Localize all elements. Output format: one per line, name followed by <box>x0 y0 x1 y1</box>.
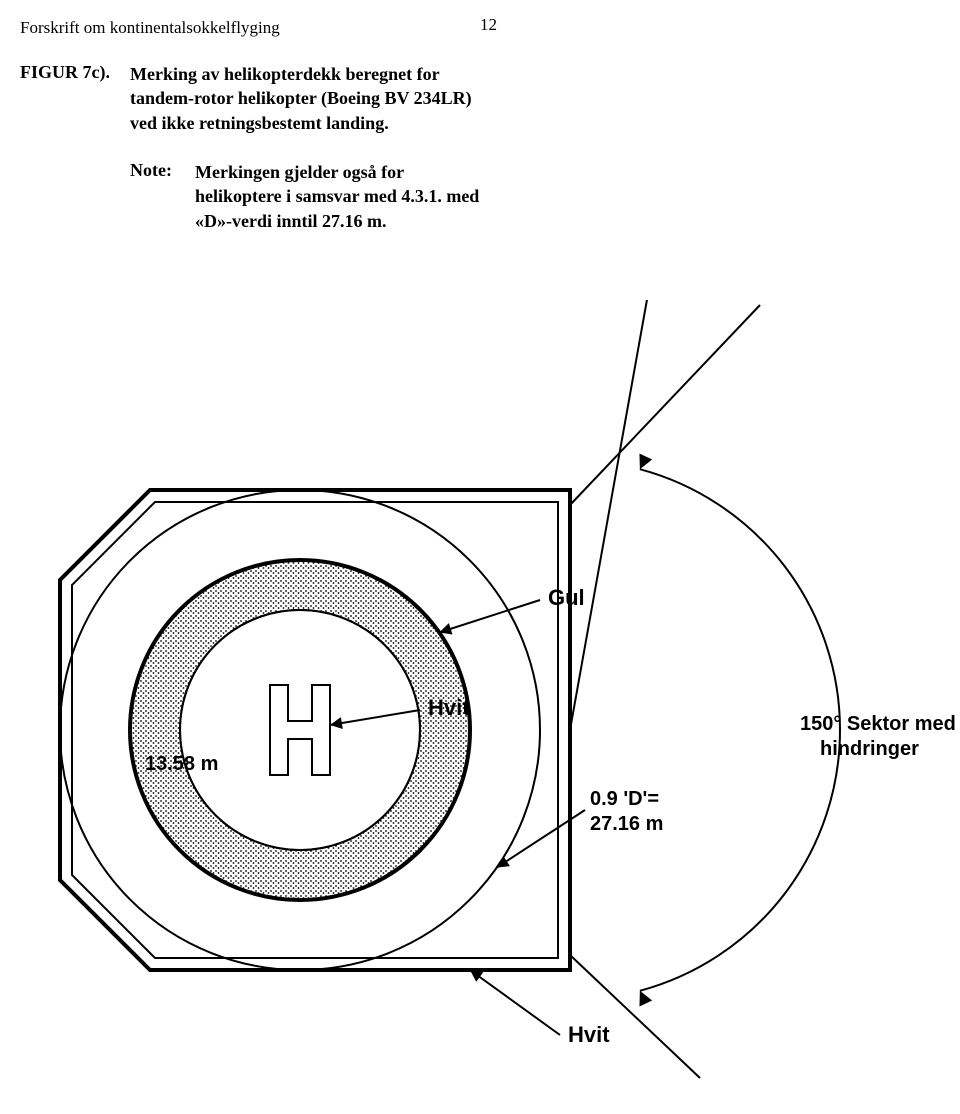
figure-label: FIGUR 7c). <box>20 62 110 83</box>
page: Forskrift om kontinentalsokkelflyging 12… <box>0 0 960 1114</box>
svg-text:hindringer: hindringer <box>820 738 919 760</box>
diagram-svg: Gul Hvit 13.58 m 0.9 'D'= 27.16 m Hvit 150° Se… <box>0 300 960 1080</box>
header-left-text: Forskrift om kontinentalsokkelflyging <box>20 18 280 38</box>
svg-text:Hvit: Hvit <box>568 1022 610 1047</box>
figure-desc-line1: Merking av helikopterdekk beregnet for <box>130 64 440 84</box>
svg-text:Hvit: Hvit <box>428 695 470 720</box>
figure-desc-line2: tandem-rotor helikopter (Boeing BV 234LR… <box>130 88 472 108</box>
note-text: Merkingen gjelder også for helikoptere i… <box>195 160 535 233</box>
note-label: Note: <box>130 160 172 181</box>
figure-description: Merking av helikopterdekk beregnet for t… <box>130 62 550 135</box>
svg-text:0.9 'D'=: 0.9 'D'= <box>590 788 659 810</box>
note-line1: Merkingen gjelder også for <box>195 162 404 182</box>
svg-text:13.58 m: 13.58 m <box>145 753 218 775</box>
note-line3: «D»-verdi inntil 27.16 m. <box>195 211 387 231</box>
figure-desc-line3: ved ikke retningsbestemt landing. <box>130 113 389 133</box>
diagram: Gul Hvit 13.58 m 0.9 'D'= 27.16 m Hvit 150° Se… <box>0 300 960 1080</box>
svg-text:150° Sektor med: 150° Sektor med <box>800 713 956 735</box>
note-line2: helikoptere i samsvar med 4.3.1. med <box>195 186 479 206</box>
svg-text:27.16 m: 27.16 m <box>590 813 663 835</box>
svg-text:Gul: Gul <box>548 585 585 610</box>
page-number: 12 <box>480 15 497 35</box>
